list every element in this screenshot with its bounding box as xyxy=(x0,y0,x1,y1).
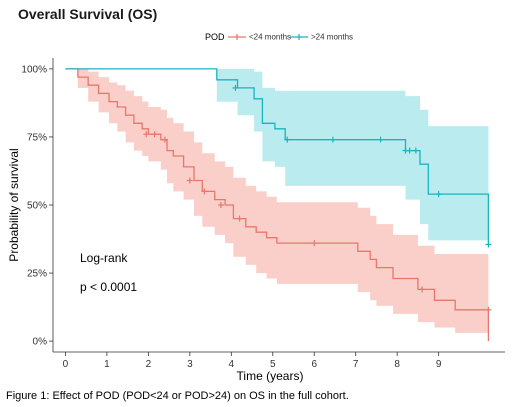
figure-caption: Figure 1: Effect of POD (POD<24 or POD>2… xyxy=(6,390,349,402)
x-tick-label: 1 xyxy=(104,359,110,370)
censor-mark xyxy=(201,188,208,195)
censor-mark xyxy=(485,241,492,248)
x-tick-label: 4 xyxy=(229,359,235,370)
x-tick-label: 0 xyxy=(63,359,69,370)
legend-title: POD xyxy=(205,32,225,42)
y-tick-label: 50% xyxy=(27,201,47,212)
x-tick-label: 2 xyxy=(146,359,152,370)
censor-mark xyxy=(435,191,442,198)
censor-mark xyxy=(329,136,336,143)
legend-item: >24 months xyxy=(290,33,353,42)
survival-line-1 xyxy=(65,68,490,245)
km-chart: Overall Survival (OS) POD <24 months >24 … xyxy=(7,6,505,383)
legend: POD <24 months >24 months xyxy=(205,32,353,42)
censor-mark xyxy=(143,131,150,138)
y-tick-label: 25% xyxy=(27,269,47,280)
ci-band-1 xyxy=(65,68,489,241)
censor-mark xyxy=(485,306,492,313)
legend-label: <24 months xyxy=(249,33,291,42)
censor-mark xyxy=(151,131,158,138)
x-tick-label: 3 xyxy=(187,359,193,370)
x-axis-label: Time (years) xyxy=(237,369,304,383)
confidence-bands xyxy=(65,68,489,333)
censor-mark xyxy=(186,177,193,184)
pvalue-label: p < 0.0001 xyxy=(80,280,137,294)
y-tick-label: 100% xyxy=(21,64,47,75)
x-tick-label: 5 xyxy=(270,359,276,370)
x-tick-label: 6 xyxy=(311,359,317,370)
y-axis-label: Probability of survival xyxy=(7,148,21,261)
ci-band-0 xyxy=(65,68,489,333)
x-tick-label: 7 xyxy=(353,359,359,370)
legend-label: >24 months xyxy=(311,33,353,42)
censor-mark xyxy=(412,147,419,154)
censor-mark xyxy=(419,286,426,293)
chart-title: Overall Survival (OS) xyxy=(18,6,157,22)
y-tick-label: 75% xyxy=(27,132,47,143)
legend-item: <24 months xyxy=(228,33,291,42)
censor-mark xyxy=(377,136,384,143)
censor-mark xyxy=(284,136,291,143)
censor-mark xyxy=(311,240,318,247)
censor-marks xyxy=(143,84,492,313)
censor-mark xyxy=(406,147,413,154)
censor-mark xyxy=(232,84,239,91)
x-tick-label: 9 xyxy=(436,359,442,370)
censor-mark xyxy=(236,215,243,222)
x-tick-label: 8 xyxy=(394,359,400,370)
censor-mark xyxy=(161,136,168,143)
censor-mark xyxy=(217,202,224,208)
x-axis-ticks: 0 1 2 3 4 5 6 7 8 9 xyxy=(63,352,442,370)
y-axis-ticks: 0% 25% 50% 75% 100% xyxy=(21,64,53,348)
logrank-label: Log-rank xyxy=(80,251,128,265)
y-tick-label: 0% xyxy=(33,337,48,348)
